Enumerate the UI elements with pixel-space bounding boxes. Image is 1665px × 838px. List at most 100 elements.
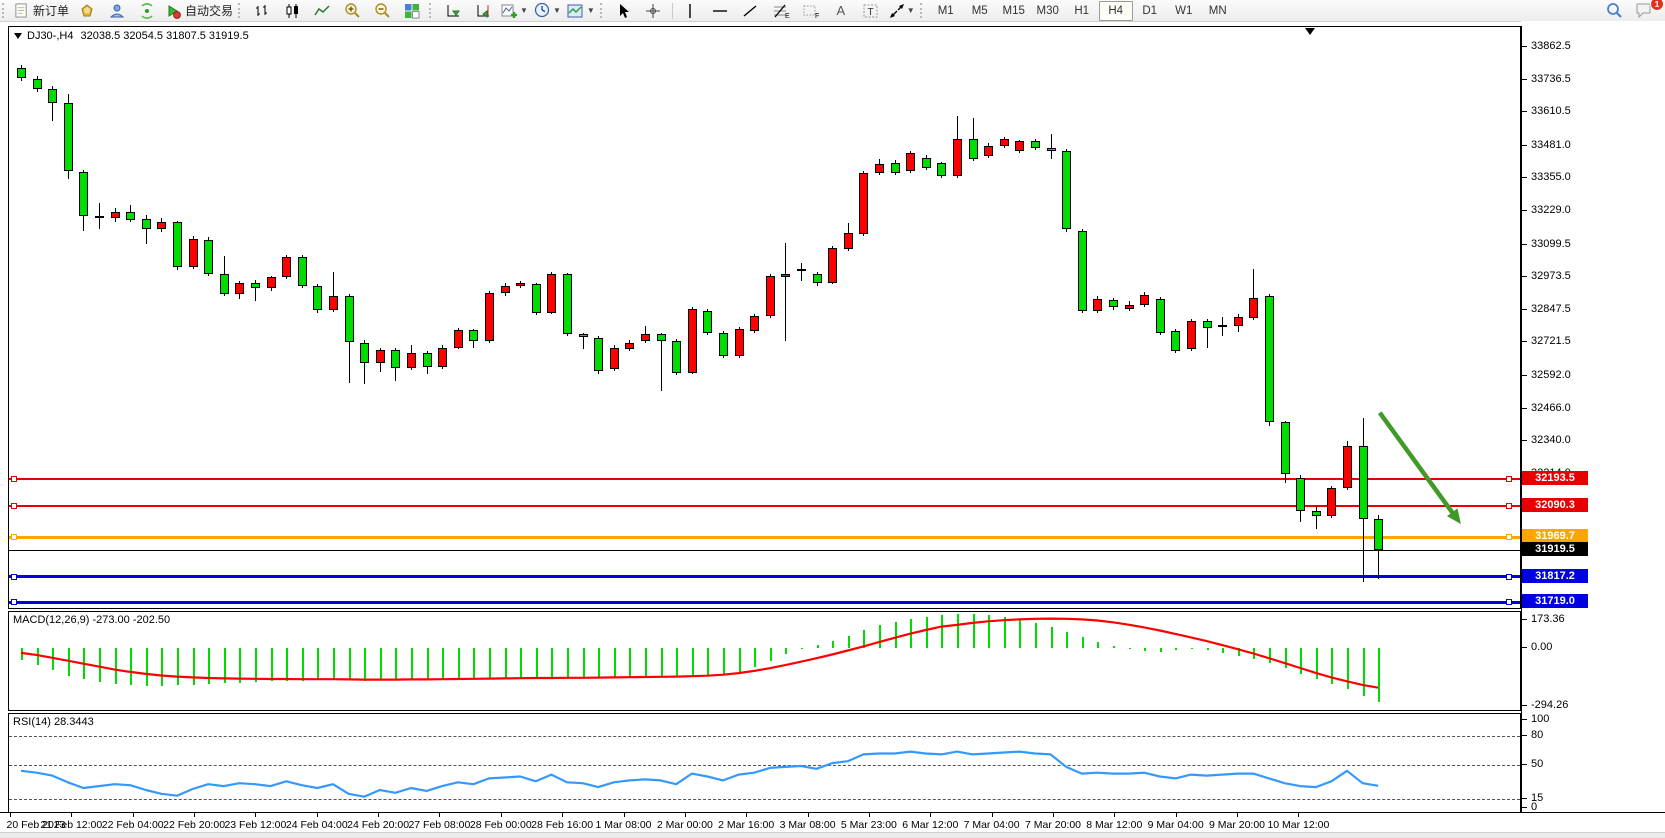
toolbar-grip[interactable] (429, 3, 436, 18)
arrows-tool[interactable]: ▼ (886, 1, 918, 20)
candlestick-chart-button[interactable] (277, 1, 307, 20)
periods-button[interactable]: ▼ (531, 1, 564, 20)
price-tick (1521, 341, 1527, 343)
horizontal-line-31817.2[interactable] (9, 575, 1520, 579)
timeframe-button-mn[interactable]: MN (1208, 4, 1227, 17)
line-handle[interactable] (1506, 573, 1512, 580)
candle (110, 212, 120, 218)
macd-histogram-bar (1128, 648, 1131, 649)
search-button[interactable] (1599, 1, 1629, 20)
toolbar-grip[interactable] (919, 3, 927, 18)
macd-histogram-bar (1097, 642, 1100, 648)
candle (921, 157, 931, 168)
horizontal-line-32090.3[interactable] (9, 504, 1520, 507)
zoom-in-icon (344, 3, 360, 18)
macd-histogram-bar (1237, 648, 1240, 656)
data-window-button[interactable] (102, 1, 132, 20)
timeframe-button-m5[interactable]: M5 (971, 4, 988, 17)
horizontal-line-32193.5[interactable] (9, 478, 1520, 481)
candle (656, 334, 666, 341)
notifications-button[interactable]: 1 (1629, 0, 1664, 20)
horizontal-line-31919.5[interactable] (9, 549, 1520, 551)
line-handle[interactable] (11, 502, 17, 509)
chart-menu-triangle-icon[interactable] (14, 33, 22, 39)
macd-histogram-bar (567, 648, 569, 679)
label-icon: T (863, 4, 878, 18)
broadcast-button[interactable] (132, 1, 162, 20)
auto-trading-button[interactable]: 自动交易 (162, 1, 236, 20)
macd-histogram-bar (738, 648, 741, 672)
time-tick (623, 813, 625, 817)
candle (594, 337, 604, 371)
horizontal-line-31719.0[interactable] (9, 600, 1520, 604)
candle-wick (801, 262, 802, 281)
line-handle[interactable] (11, 476, 17, 483)
price-tick (1521, 78, 1527, 80)
indicators-button[interactable]: ▼ (498, 1, 531, 20)
channel-tool[interactable]: F (796, 1, 826, 20)
candle-wick (660, 332, 662, 391)
crosshair-tool-button[interactable] (639, 1, 669, 20)
toolbar-grip[interactable] (599, 3, 607, 18)
new-order-button[interactable]: 新订单 (11, 1, 72, 20)
macd-histogram-bar (145, 648, 148, 687)
arrow-annotation[interactable] (9, 27, 1522, 610)
zoom-in-button[interactable] (337, 1, 367, 20)
fibonacci-icon: E (773, 4, 790, 19)
bar-chart-button[interactable] (247, 1, 277, 20)
timeframe-button-m1[interactable]: M1 (937, 4, 954, 17)
candle (1311, 510, 1321, 517)
timeframe-button-h4[interactable]: H4 (1098, 0, 1133, 21)
toolbar-grip[interactable] (238, 3, 245, 18)
line-handle[interactable] (11, 534, 17, 541)
horizontal-line-31969.7[interactable] (9, 535, 1520, 539)
vertical-line-tool[interactable] (676, 1, 706, 20)
candle (797, 269, 806, 272)
price-tick (1521, 440, 1527, 442)
line-handle[interactable] (11, 573, 17, 580)
market-watch-button[interactable] (72, 1, 102, 20)
auto-scroll-button[interactable] (438, 1, 468, 20)
price-tick-label: 33229.0 (1531, 204, 1571, 216)
cursor-tool-button[interactable] (609, 1, 639, 20)
candle (641, 334, 650, 341)
timeframe-button-d1[interactable]: D1 (1142, 4, 1158, 17)
bar-chart-icon (255, 4, 267, 16)
timeframe-button-m30[interactable]: M30 (1036, 4, 1059, 17)
candle (906, 153, 916, 172)
trendline-tool[interactable] (736, 1, 766, 20)
macd-histogram-bar (1300, 648, 1303, 674)
time-label: 20 Feb 2023 (6, 819, 66, 831)
fibonacci-tool[interactable]: E (766, 1, 796, 20)
line-handle[interactable] (1506, 599, 1512, 605)
line-chart-button[interactable] (307, 1, 337, 20)
macd-histogram-bar (520, 648, 523, 678)
chart-shift-button[interactable] (468, 1, 498, 20)
candle (17, 68, 26, 79)
templates-button[interactable]: ▼ (564, 1, 598, 20)
rsi-pane[interactable]: RSI(14) 28.3443 (8, 713, 1521, 813)
line-handle[interactable] (1506, 502, 1512, 509)
line-handle[interactable] (1506, 476, 1512, 483)
tile-windows-button[interactable] (397, 1, 427, 20)
text-tool[interactable]: A (826, 1, 856, 20)
price-tick (1521, 375, 1527, 376)
candle (547, 273, 557, 313)
toolbar-grip[interactable] (2, 3, 9, 18)
timeframe-button-w1[interactable]: W1 (1175, 4, 1193, 17)
price-axis[interactable]: 33862.5 33736.5 33610.5 33481.0 33355.0 33229… (1521, 21, 1665, 833)
line-handle[interactable] (1506, 534, 1512, 541)
candle (968, 139, 978, 159)
timeframe-button-m15[interactable]: M15 (1002, 4, 1025, 17)
timeframe-button-h1[interactable]: H1 (1074, 4, 1090, 17)
horizontal-line-tool[interactable] (706, 1, 736, 20)
candle (843, 232, 853, 249)
time-label: 9 Mar 04:00 (1147, 819, 1204, 831)
macd-pane[interactable]: MACD(12,26,9) -273.00 -202.50 (8, 611, 1521, 711)
chart-shift-marker-icon[interactable] (1305, 28, 1315, 35)
main-chart-pane[interactable]: DJ30-,H4 32038.5 32054.5 31807.5 31919.5 (8, 26, 1521, 609)
macd-axis-label: 173.36 (1531, 613, 1565, 625)
line-handle[interactable] (11, 599, 17, 605)
text-label-tool[interactable]: T (856, 1, 886, 20)
zoom-out-button[interactable] (367, 1, 397, 20)
